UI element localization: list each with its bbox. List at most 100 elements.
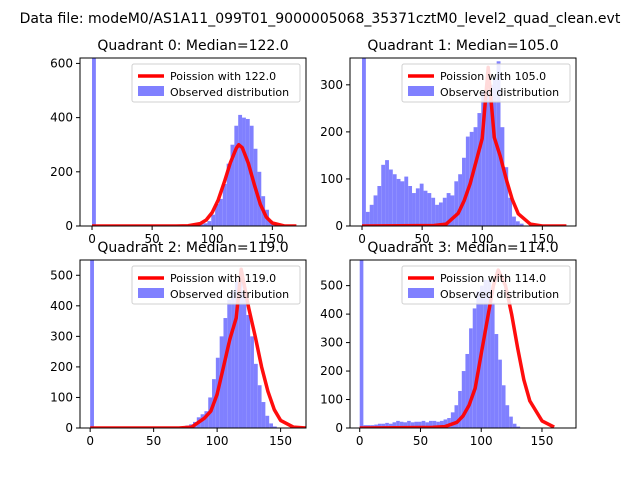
hist-bar — [215, 203, 219, 226]
hist-bar — [458, 390, 462, 428]
hist-bar — [419, 183, 424, 226]
hist-bar — [207, 221, 212, 226]
hist-bar — [519, 223, 524, 226]
hist-bar — [385, 422, 389, 428]
legend: Poission with 105.0 Observed distribution — [401, 63, 571, 103]
legend-hist-label: Observed distribution — [440, 288, 559, 301]
hist-bar — [415, 188, 420, 226]
y-tick-label: 500 — [50, 268, 73, 282]
hist-bar — [501, 385, 506, 428]
hist-bar — [439, 420, 444, 428]
hist-bar — [473, 127, 478, 226]
legend-hist-swatch — [408, 288, 434, 298]
hist-bar — [231, 290, 235, 428]
y-tick-label: 200 — [50, 360, 73, 374]
x-tick-label: 150 — [261, 232, 284, 246]
legend: Poission with 114.0 Observed distribution — [401, 265, 571, 305]
hist-bar — [226, 163, 231, 226]
hist-bar — [381, 164, 386, 226]
hist-bar — [485, 89, 489, 226]
hist-bar — [412, 193, 416, 226]
x-tick-label: 100 — [471, 232, 494, 246]
x-tick-label: 50 — [144, 232, 159, 246]
hist-bar — [490, 302, 495, 428]
hist-bar — [454, 181, 459, 226]
hist-bar — [410, 422, 415, 428]
hist-bar — [388, 423, 393, 428]
x-tick-label: 50 — [146, 434, 161, 448]
x-tick-label: 50 — [414, 232, 429, 246]
y-tick-label: 400 — [320, 307, 343, 321]
legend: Poission with 122.0 Observed distribution — [131, 63, 301, 103]
hist-bar — [245, 118, 250, 226]
hist-bar — [399, 421, 404, 428]
legend-line-label: Poission with 119.0 — [170, 272, 276, 285]
panel-quadrant-0: 0 50 100 150 0 200 400 600 Quadrant 0: Median=12… — [50, 38, 307, 246]
hist-bar — [227, 299, 232, 428]
x-tick-label: 100 — [201, 232, 224, 246]
y-tick-label: 200 — [320, 125, 343, 139]
hist-bar — [472, 308, 477, 428]
hist-bar — [388, 169, 393, 226]
hist-bar — [454, 405, 459, 428]
y-tick-label: 300 — [320, 336, 343, 350]
hist-bar — [223, 318, 228, 428]
hist-bar — [423, 190, 428, 226]
hist-bar — [450, 412, 455, 428]
legend-line-label: Poission with 122.0 — [170, 70, 276, 83]
hist-bar — [458, 174, 463, 226]
hist-bar — [373, 195, 378, 226]
hist-bar — [515, 221, 520, 226]
poisson-curve — [92, 142, 297, 226]
legend-box — [131, 63, 301, 103]
hist-bar — [462, 157, 466, 226]
hist-bar — [242, 293, 247, 428]
hist-bar — [377, 186, 382, 226]
hist-bar — [443, 419, 448, 428]
hist-bar — [442, 197, 447, 226]
hist-bar — [481, 91, 486, 226]
legend-box — [401, 265, 571, 305]
legend-hist-swatch — [138, 86, 164, 96]
hist-bar — [477, 113, 482, 226]
axes-frame — [79, 57, 307, 227]
hist-bar — [505, 405, 510, 428]
y-tick-label: 300 — [320, 78, 343, 92]
x-tick-label: 0 — [356, 434, 364, 448]
plot-area-1 — [361, 58, 567, 226]
x-tick-label: 100 — [470, 434, 493, 448]
hist-bar — [427, 193, 432, 226]
hist-bar — [359, 260, 364, 428]
panel-title: Quadrant 0: Median=122.0 — [97, 38, 288, 54]
hist-bar — [261, 402, 266, 428]
panel-quadrant-2: 0 50 100 150 0 100 200 300 400 500 Quadrant 2: Med… — [50, 240, 307, 448]
x-tick-label: 0 — [86, 434, 94, 448]
panel-title: Quadrant 3: Median=114.0 — [367, 240, 558, 256]
hist-bar — [516, 426, 521, 428]
hist-bar — [377, 423, 382, 428]
hist-bar — [418, 421, 422, 428]
x-tick-label: 100 — [206, 434, 229, 448]
hist-bar — [253, 363, 258, 428]
hist-bar — [230, 144, 235, 226]
hist-bar — [392, 422, 397, 428]
hist-bar — [265, 415, 270, 428]
hist-bar — [222, 184, 227, 226]
hist-bar — [211, 214, 216, 226]
hist-bar — [396, 420, 400, 428]
hist-bar — [447, 418, 451, 428]
hist-bar — [392, 174, 397, 226]
hist-bar — [408, 186, 413, 226]
y-tick-label: 0 — [335, 219, 343, 233]
hist-bar — [234, 281, 239, 428]
hist-bar — [488, 84, 493, 226]
y-tick-label: 100 — [50, 390, 73, 404]
x-tick-label: 150 — [269, 434, 292, 448]
hist-bar — [446, 193, 451, 226]
hist-bar — [438, 202, 443, 226]
y-tick-label: 400 — [50, 111, 73, 125]
hist-bar — [385, 160, 389, 226]
hist-bar — [90, 260, 94, 428]
hist-bar — [509, 416, 513, 428]
